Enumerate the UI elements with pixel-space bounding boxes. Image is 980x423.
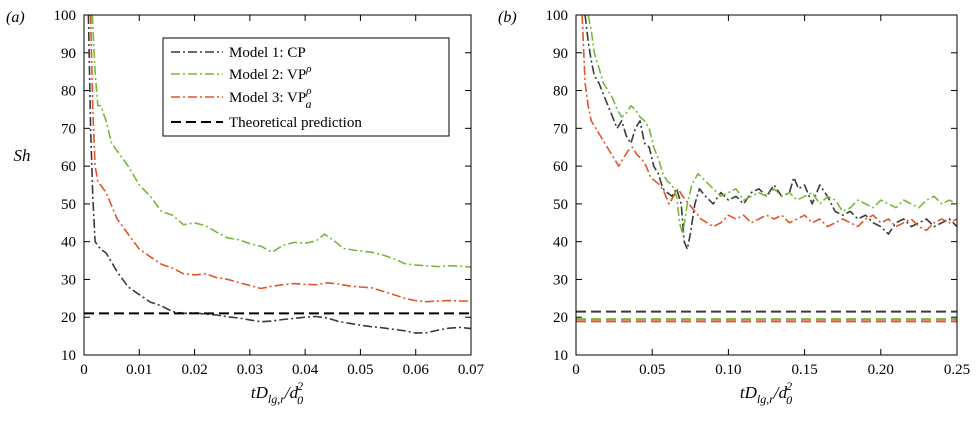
panel-b: (b) 0 0.05 0.10 0.15 0.20 0.25 10 20 30 40 50 60 70 8… xyxy=(498,8,970,407)
legend-box xyxy=(162,37,450,137)
legend-item-model-1: Model 1: CP xyxy=(171,45,306,61)
legend: Model 1: CP Model 2: VPρ Model 3: VPρ a T… xyxy=(162,37,450,137)
panel-a-xtick-label: 0 xyxy=(80,362,88,378)
panel-a-ytick-label: 10 xyxy=(61,348,76,364)
panel-b-series-2 xyxy=(587,15,957,235)
panel-b-ytick-label: 30 xyxy=(553,272,568,288)
legend-label-model-2: Model 2: VPρ xyxy=(229,63,312,83)
panel-a-ytick-label: 50 xyxy=(61,197,76,213)
panel-a-xtick-label: 0.02 xyxy=(181,362,207,378)
panel-a-frame xyxy=(83,14,472,356)
panel-b-xtick-label: 0.20 xyxy=(868,362,894,378)
legend-item-model-2: Model 2: VPρ xyxy=(171,63,312,83)
panel-a: (a) Sh 0 0.01 0.02 0.03 0.04 0.05 0.06 0.07 10 20… xyxy=(6,8,485,407)
panel-a-ytick-label: 60 xyxy=(61,159,76,175)
panel-b-frame xyxy=(575,14,958,356)
panel-a-ytick-label: 70 xyxy=(61,121,76,137)
panel-b-series xyxy=(576,15,957,323)
panel-b-xtick-label: 0 xyxy=(572,362,580,378)
panel-b-ytick-label: 40 xyxy=(553,235,568,251)
panel-b-xtick-label: 0.15 xyxy=(791,362,817,378)
panel-b-ytick-label: 70 xyxy=(553,121,568,137)
panel-a-xtick-label: 0.01 xyxy=(126,362,152,378)
panel-b-xlabel: tDlg,r/d02 xyxy=(740,379,792,407)
panel-a-ytick-label: 30 xyxy=(61,272,76,288)
panel-b-ytick-label: 10 xyxy=(553,348,568,364)
panel-b-label: (b) xyxy=(498,9,517,26)
panel-a-xtick-label: 0.06 xyxy=(403,362,430,378)
panel-b-xtick-label: 0.10 xyxy=(715,362,741,378)
panel-b-ytick-label: 90 xyxy=(553,46,568,62)
panel-b-ytick-label: 20 xyxy=(553,310,568,326)
panel-b-ytick-label: 80 xyxy=(553,84,568,100)
panel-a-ytick-label: 80 xyxy=(61,84,76,100)
panel-b-ytick-label: 50 xyxy=(553,197,568,213)
panel-a-series-2 xyxy=(91,15,471,268)
panel-b-ticks: 0 0.05 0.10 0.15 0.20 0.25 10 20 30 40 50 60 70 80 90 1… xyxy=(546,8,971,378)
panel-b-series-3 xyxy=(581,15,957,232)
panel-a-ytick-label: 90 xyxy=(61,46,76,62)
panel-a-series-3 xyxy=(89,15,471,303)
panel-a-ticks: 0 0.01 0.02 0.03 0.04 0.05 0.06 0.07 10 20 30 40 50 6… xyxy=(54,8,485,378)
legend-item-theoretical: Theoretical prediction xyxy=(171,115,362,131)
panel-b-xtick-label: 0.25 xyxy=(944,362,970,378)
panel-b-xtick-label: 0.05 xyxy=(639,362,665,378)
panel-a-xtick-label: 0.03 xyxy=(237,362,263,378)
panel-a-xtick-label: 0.07 xyxy=(458,362,485,378)
panel-b-series-1 xyxy=(584,15,957,250)
panel-a-ytick-label: 100 xyxy=(54,8,77,24)
legend-label-theoretical: Theoretical prediction xyxy=(229,115,362,131)
panel-a-label: (a) xyxy=(6,9,25,26)
panel-a-ytick-label: 40 xyxy=(61,235,76,251)
panel-a-xtick-label: 0.05 xyxy=(347,362,373,378)
panel-a-xtick-label: 0.04 xyxy=(292,362,319,378)
panel-b-ytick-label: 100 xyxy=(546,8,569,24)
legend-label-model-1: Model 1: CP xyxy=(229,45,306,61)
panel-a-xlabel: tDlg,r/d02 xyxy=(251,379,303,407)
panel-a-ytick-label: 20 xyxy=(61,310,76,326)
panel-a-series xyxy=(84,15,471,334)
panel-a-series-1 xyxy=(87,15,471,334)
panel-a-ylabel: Sh xyxy=(14,146,31,165)
panel-b-ytick-label: 60 xyxy=(553,159,568,175)
